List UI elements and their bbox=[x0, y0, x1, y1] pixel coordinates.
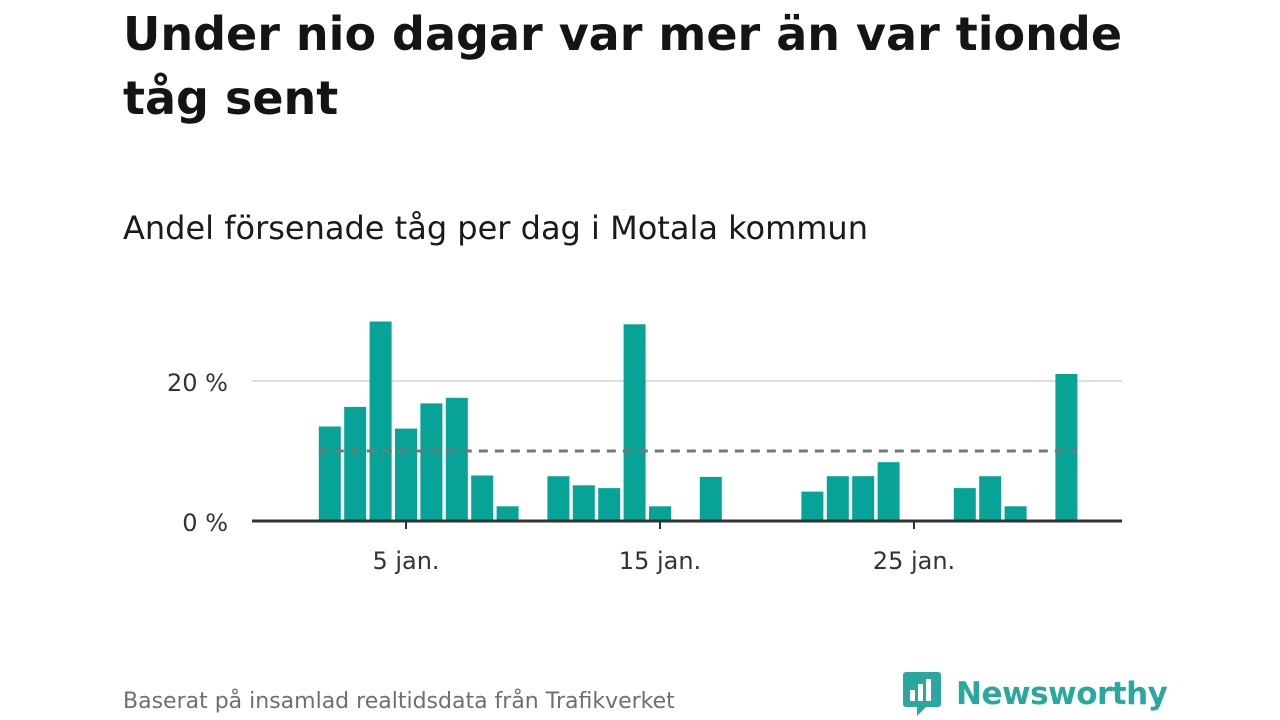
bar-day-11 bbox=[547, 476, 570, 521]
chart-title: Under nio dagar var mer än var tionde tå… bbox=[123, 7, 1123, 125]
bar-day-22 bbox=[826, 476, 849, 521]
bar-day-31 bbox=[1055, 374, 1078, 521]
bar-day-2 bbox=[318, 426, 341, 521]
bar-day-13 bbox=[598, 488, 621, 521]
bar-day-4 bbox=[369, 321, 392, 521]
bar-day-27 bbox=[953, 488, 976, 521]
bar-day-9 bbox=[496, 506, 519, 521]
brand-logo: Newsworthy bbox=[902, 668, 1168, 720]
bar-day-8 bbox=[471, 475, 494, 521]
x-tick-label: 15 jan. bbox=[619, 547, 701, 575]
x-tick-label: 25 jan. bbox=[873, 547, 955, 575]
y-tick-label: 0 % bbox=[182, 509, 228, 537]
source-note: Baserat på insamlad realtidsdata från Tr… bbox=[123, 689, 675, 714]
bar-day-7 bbox=[445, 397, 468, 521]
bar-day-17 bbox=[699, 476, 722, 521]
bar-day-28 bbox=[979, 476, 1002, 521]
chart-subtitle: Andel försenade tåg per dag i Motala kom… bbox=[123, 209, 868, 247]
bar-day-23 bbox=[852, 476, 875, 521]
y-tick-label: 20 % bbox=[167, 369, 228, 397]
brand-name: Newsworthy bbox=[956, 676, 1168, 712]
bar-day-21 bbox=[801, 491, 824, 521]
bar-day-6 bbox=[420, 403, 443, 521]
bar-day-12 bbox=[572, 485, 595, 521]
newsworthy-logo-icon bbox=[903, 672, 941, 716]
bar-day-5 bbox=[395, 428, 417, 521]
bar-day-14 bbox=[623, 324, 646, 521]
bar-day-29 bbox=[1004, 506, 1027, 521]
bar-day-15 bbox=[649, 506, 671, 521]
bar-day-24 bbox=[877, 462, 900, 521]
bar-day-3 bbox=[344, 406, 367, 521]
x-tick-label: 5 jan. bbox=[372, 547, 439, 575]
